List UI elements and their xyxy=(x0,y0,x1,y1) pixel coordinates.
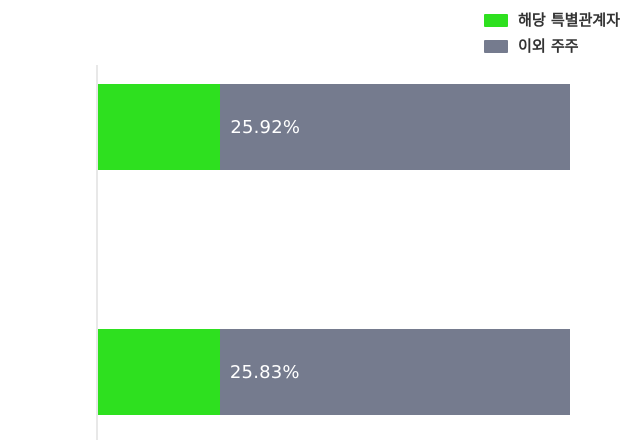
category-axis-line xyxy=(96,65,98,440)
legend-item-1[interactable]: 이외 주주 xyxy=(484,35,579,57)
bar-segment-secondary-0[interactable]: 25.92% xyxy=(220,84,570,170)
bar-segment-primary-1[interactable] xyxy=(98,329,220,415)
bar-value-label-1: 25.83% xyxy=(229,361,300,383)
bar-segment-primary-0[interactable] xyxy=(98,84,221,170)
legend-swatch-icon-0 xyxy=(484,13,509,27)
legend-item-0[interactable]: 해당 특별관계자 xyxy=(484,9,620,31)
legend-label-0: 해당 특별관계자 xyxy=(518,11,620,29)
legend-label-1: 이외 주주 xyxy=(518,37,579,55)
bar-row-0: 25.92% xyxy=(98,84,570,170)
bar-value-label-0: 25.92% xyxy=(230,116,301,138)
bar-track-0: 25.92% xyxy=(98,84,570,170)
bar-row-1: 25.83% xyxy=(98,329,570,415)
chart-legend: 해당 특별관계자 이외 주주 xyxy=(484,9,620,57)
bar-track-1: 25.83% xyxy=(98,329,570,415)
legend-swatch-icon-1 xyxy=(484,39,509,53)
bar-segment-secondary-1[interactable]: 25.83% xyxy=(219,329,570,415)
